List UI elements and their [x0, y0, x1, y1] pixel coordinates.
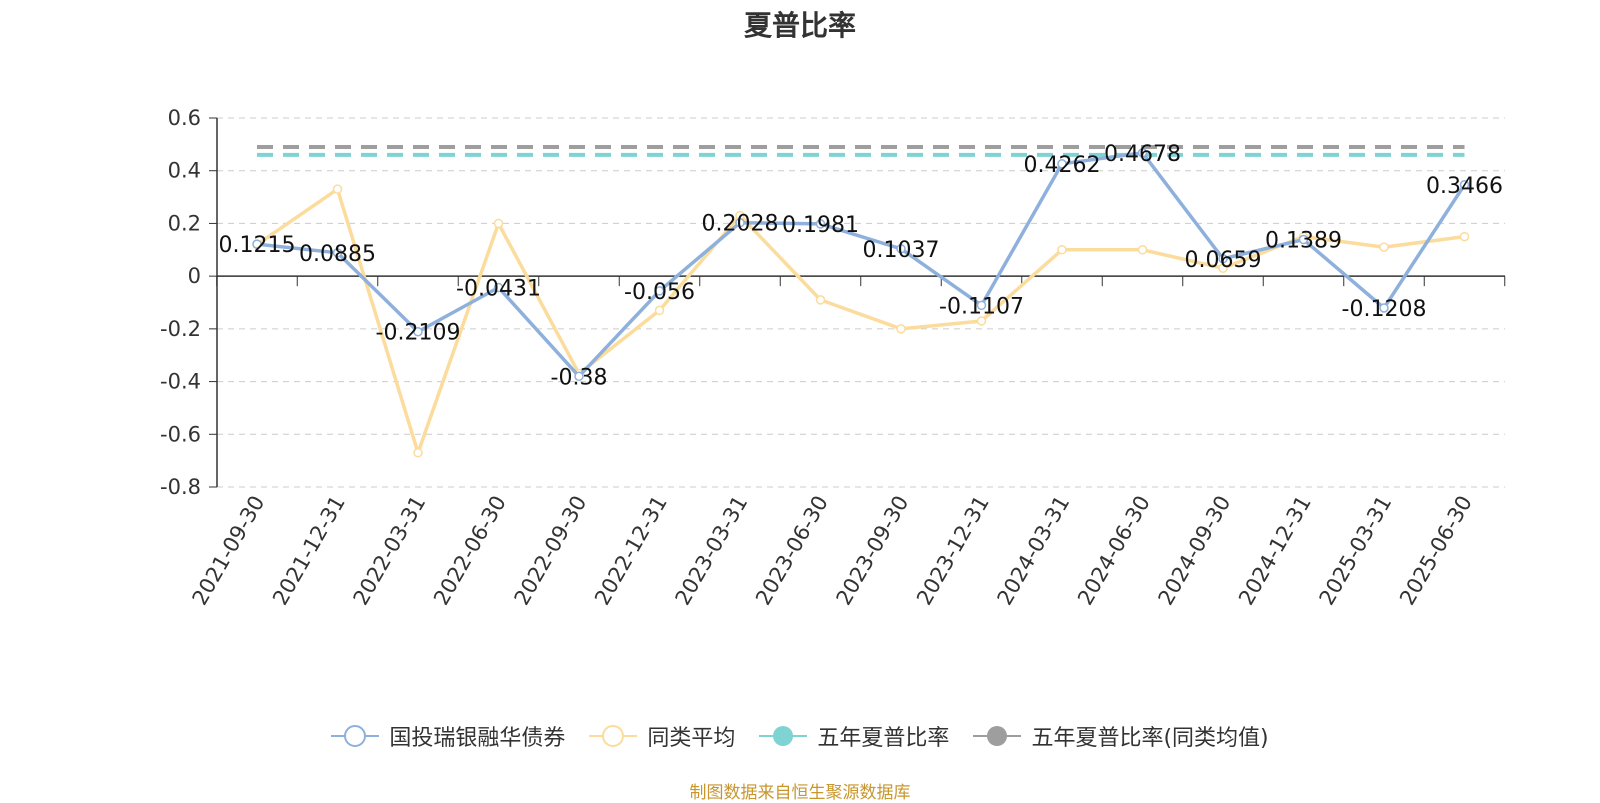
fund-data-label: -0.1208	[1342, 297, 1427, 322]
peer-point	[976, 316, 987, 326]
source-note: 制图数据来自恒生聚源数据库	[689, 783, 911, 803]
fund-data-label: -0.0431	[456, 277, 541, 302]
x-tick-label: 2024-09-30	[1154, 492, 1236, 610]
x-tick-label: 2023-12-31	[912, 492, 994, 610]
legend-symbol-icon	[759, 726, 808, 746]
x-tick-label: 2025-06-30	[1395, 492, 1477, 610]
x-tick-label: 2023-09-30	[832, 492, 914, 610]
peer-point	[1459, 231, 1470, 242]
x-tick-label: 2022-09-30	[510, 492, 592, 610]
peer-point	[413, 447, 423, 458]
legend-label: 五年夏普比率(同类均值)	[1031, 726, 1269, 751]
legend-item[interactable]: 五年夏普比率	[759, 720, 949, 752]
fund-data-label: 0.1215	[219, 233, 296, 258]
legend-label: 五年夏普比率	[817, 726, 950, 751]
fund-data-label: 0.1037	[863, 238, 940, 263]
series-lines	[252, 148, 1470, 458]
y-tick-label: -0.4	[160, 370, 201, 394]
peer-point	[896, 324, 906, 334]
fund-point	[574, 371, 584, 382]
peer-point	[1057, 245, 1067, 255]
legend-label: 国投瑞银融华债券	[389, 726, 566, 751]
y-tick-label: -0.2	[160, 317, 201, 341]
fund-point	[1057, 159, 1067, 169]
chart-title: 夏普比率	[743, 9, 856, 42]
y-tick-label: 0.4	[168, 159, 201, 183]
legend-symbol-icon	[589, 725, 638, 747]
fund-point	[1218, 254, 1228, 264]
fund-point	[1298, 234, 1309, 245]
fund-data-label: 0.1981	[782, 213, 859, 238]
x-tick-label: 2021-09-30	[188, 492, 270, 610]
peer-point	[1218, 263, 1228, 273]
y-tick-label: -0.6	[160, 422, 201, 446]
sharpe-ratio-chart: 0.6 0.4 0.2 0 -0.2 -0.4 -0.6 -0.82021-09-302021…	[160, 106, 1506, 610]
axes: 0.6 0.4 0.2 0 -0.2 -0.4 -0.6 -0.82021-09-302021…	[160, 106, 1506, 610]
fund-point	[252, 239, 262, 249]
peer-point	[1137, 245, 1148, 255]
peer-point	[332, 184, 343, 194]
legend-item[interactable]: 同类平均	[589, 720, 735, 752]
fund-point	[332, 248, 343, 258]
fund-point	[1379, 303, 1389, 313]
x-tick-label: 2022-03-31	[349, 492, 431, 610]
fund-data-label: -0.056	[624, 280, 695, 305]
legend: 国投瑞银融华债券 同类平均 五年夏普比率 五年夏普比率(同类均值)	[0, 720, 1600, 752]
x-tick-label: 2025-03-31	[1315, 492, 1397, 610]
fund-data-label: 0.4678	[1104, 142, 1181, 167]
data-labels: 0.1215 0.0885 -0.2109 -0.0431 -0.38 -0.056 0.2…	[219, 142, 1503, 390]
fund-point	[896, 244, 906, 254]
x-tick-label: 2022-06-30	[429, 492, 511, 610]
legend-item[interactable]: 五年夏普比率(同类均值)	[973, 720, 1269, 752]
fund-data-label: -0.1107	[939, 294, 1024, 319]
fund-data-label: 0.4262	[1024, 153, 1101, 178]
fund-point	[735, 217, 745, 228]
grid-lines	[217, 117, 1505, 488]
legend-label: 同类平均	[647, 726, 736, 751]
x-tick-label: 2024-12-31	[1234, 492, 1316, 610]
y-tick-label: -0.8	[160, 475, 201, 499]
x-tick-label: 2024-03-31	[993, 492, 1075, 610]
fund-data-label: -0.2109	[376, 321, 461, 346]
fund-series-line	[256, 151, 1466, 379]
x-tick-label: 2023-06-30	[751, 492, 833, 610]
y-tick-label: 0.6	[168, 106, 201, 130]
x-tick-label: 2024-06-30	[1073, 492, 1155, 610]
legend-symbol-icon	[973, 726, 1022, 746]
fund-data-label: 0.0885	[299, 242, 376, 267]
peer-point	[815, 295, 826, 305]
fund-point	[413, 326, 423, 337]
y-tick-label: 0.2	[168, 211, 201, 235]
fund-data-label: 0.3466	[1426, 174, 1503, 199]
fund-point	[654, 286, 665, 296]
fund-point	[493, 282, 504, 293]
fund-data-label: 0.1389	[1265, 229, 1342, 254]
x-tick-label: 2021-12-31	[268, 492, 350, 610]
fund-point	[1459, 180, 1470, 190]
peer-point	[654, 305, 665, 316]
peer-average-series-line	[256, 187, 1465, 455]
fund-point	[976, 300, 987, 311]
x-tick-label: 2022-12-31	[590, 492, 672, 610]
fund-data-label: 0.0659	[1185, 248, 1262, 273]
y-tick-label: 0	[188, 264, 201, 288]
fund-data-label: 0.2028	[702, 212, 779, 237]
fund-data-label: -0.38	[551, 365, 608, 390]
peer-point	[1379, 242, 1389, 252]
reference-lines	[257, 144, 1465, 157]
fund-point	[1137, 148, 1148, 158]
x-tick-label: 2023-03-31	[671, 492, 753, 610]
fund-point	[815, 219, 826, 229]
legend-symbol-icon	[331, 725, 380, 747]
peer-point	[493, 218, 504, 229]
legend-item[interactable]: 国投瑞银融华债券	[331, 720, 565, 752]
